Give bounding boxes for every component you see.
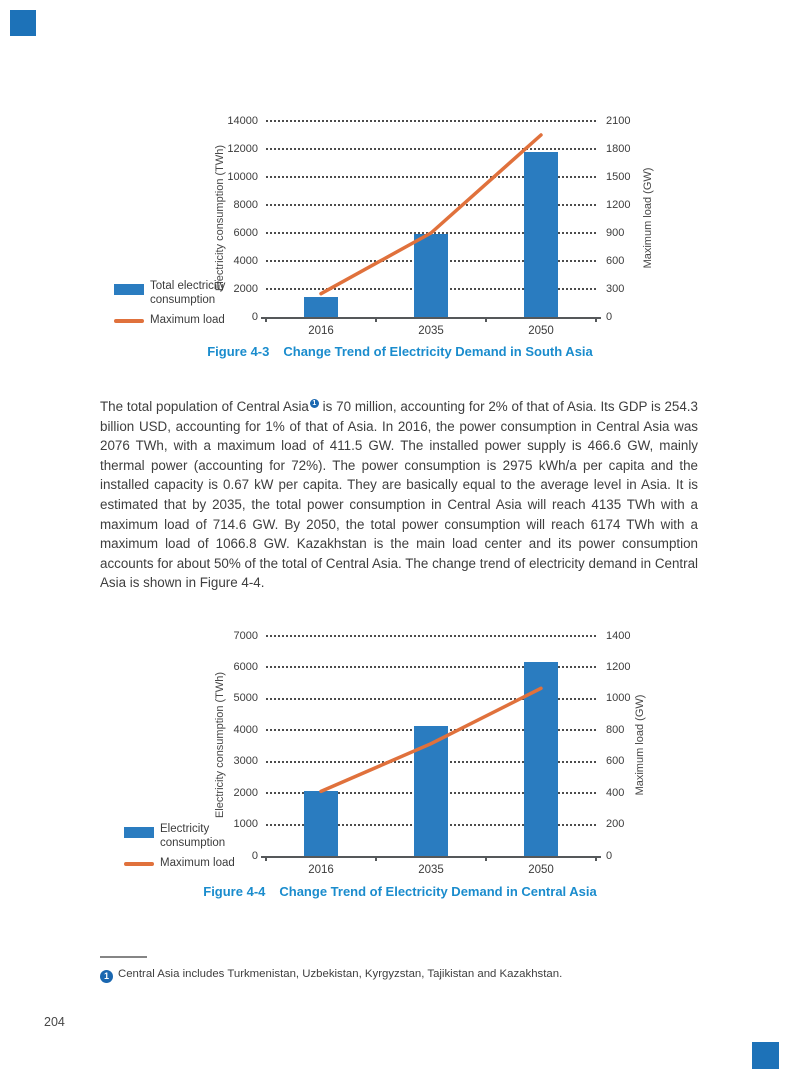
- left-axis-tick-label: 7000: [233, 629, 258, 642]
- gridline: [266, 666, 596, 669]
- left-axis-tick-label: 0: [251, 310, 258, 323]
- paragraph-text: The total population of Central Asia: [100, 399, 309, 414]
- legend-line-swatch-icon: [114, 319, 144, 323]
- x-axis-tick: [375, 856, 377, 861]
- right-axis-title: Maximum load (GW): [642, 167, 654, 269]
- footnote-divider: [100, 956, 147, 958]
- trend-line: [319, 686, 543, 794]
- left-axis-tick-label: 4000: [233, 254, 258, 267]
- right-axis-tick-label: 400: [606, 786, 625, 799]
- legend-bar-swatch-icon: [114, 284, 144, 295]
- right-axis-tick-label: 2100: [606, 114, 631, 127]
- legend-label: Electricity consumption: [160, 823, 226, 849]
- left-axis-title: Electricity consumption (TWh): [214, 671, 226, 819]
- x-axis-line: [261, 856, 601, 858]
- paragraph-text: is 70 million, accounting for 2% of that…: [100, 399, 698, 591]
- x-axis-tick: [265, 856, 267, 861]
- left-axis-tick-label: 0: [251, 849, 258, 862]
- right-axis-title: Maximum load (GW): [634, 694, 646, 796]
- gridline: [266, 635, 596, 637]
- right-axis-tick-label: 1200: [606, 660, 631, 673]
- x-axis-tick: [595, 317, 597, 322]
- right-axis-tick-label: 900: [606, 226, 625, 239]
- x-axis-label-2050: 2050: [528, 325, 554, 337]
- figure-title: Change Trend of Electricity Demand in So…: [283, 344, 593, 359]
- gridline: [266, 120, 596, 122]
- legend-entry: Maximum load: [114, 314, 225, 328]
- corner-tab-icon: [10, 10, 36, 36]
- footnote-marker-icon: 1: [100, 970, 113, 983]
- legend-label: Maximum load: [160, 857, 235, 869]
- left-axis-tick-label: 14000: [227, 114, 258, 127]
- x-axis-tick: [485, 856, 487, 861]
- figure-label: Figure 4-4: [203, 884, 266, 899]
- left-axis-tick-label: 6000: [233, 660, 258, 673]
- chart-legend: Total electricity consumption Maximum load: [114, 280, 225, 335]
- right-axis-tick-label: 600: [606, 755, 625, 768]
- x-axis-tick: [375, 317, 377, 322]
- gridline: [266, 697, 596, 700]
- footnote-ref-icon: 1: [309, 399, 319, 408]
- left-axis-tick-label: 2000: [233, 282, 258, 295]
- gridline: [266, 148, 596, 150]
- trend-line: [319, 133, 543, 296]
- footnote: 1 Central Asia includes Turkmenistan, Uzb…: [100, 968, 710, 983]
- left-axis-tick-label: 4000: [233, 723, 258, 736]
- right-axis-tick-label: 1200: [606, 198, 631, 211]
- bar-2035: [414, 233, 448, 317]
- left-axis-tick-label: 3000: [233, 755, 258, 768]
- x-axis-tick: [485, 317, 487, 322]
- right-axis-tick-label: 0: [606, 849, 613, 862]
- bar-2016: [304, 297, 338, 317]
- caption-figure-4-3: Figure 4-3 Change Trend of Electricity De…: [100, 344, 700, 359]
- right-axis-tick-label: 300: [606, 282, 625, 295]
- right-axis-tick-label: 600: [606, 254, 625, 267]
- caption-figure-4-4: Figure 4-4 Change Trend of Electricity De…: [100, 884, 700, 899]
- figure-title: Change Trend of Electricity Demand in Ce…: [279, 884, 597, 899]
- right-axis-tick-label: 0: [606, 310, 613, 323]
- x-axis-label-2016: 2016: [308, 864, 334, 876]
- chart-figure-4-3: 14000 2100 12000 1800 10000 1500 8000 1200 6000 9…: [100, 113, 700, 345]
- footnote-text: Central Asia includes Turkmenistan, Uzbe…: [118, 968, 563, 980]
- left-axis-tick-label: 5000: [233, 692, 258, 705]
- legend-label: Maximum load: [150, 314, 225, 326]
- x-axis-tick: [595, 856, 597, 861]
- x-axis-label-2050: 2050: [528, 864, 554, 876]
- right-axis-tick-label: 200: [606, 818, 625, 831]
- page-number: 204: [44, 1015, 65, 1029]
- legend-line-swatch-icon: [124, 862, 154, 866]
- right-axis-tick-label: 1400: [606, 629, 631, 642]
- left-axis-tick-label: 12000: [227, 142, 258, 155]
- figure-label: Figure 4-3: [207, 344, 270, 359]
- legend-bar-swatch-icon: [124, 827, 154, 838]
- bar-2050: [524, 151, 558, 317]
- left-axis-tick-label: 1000: [233, 818, 258, 831]
- gridline: [266, 204, 596, 206]
- x-axis-label-2016: 2016: [308, 325, 334, 337]
- legend-label: Total electricity consumption: [150, 280, 226, 306]
- left-axis-tick-label: 10000: [227, 170, 258, 183]
- chart-figure-4-4: 7000 1400 6000 1200 5000 1000 4000 800 3000 600 20…: [100, 628, 700, 876]
- x-axis-tick: [265, 317, 267, 322]
- legend-entry: Total electricity consumption: [114, 280, 225, 307]
- body-paragraph: The total population of Central Asia 1 is…: [100, 397, 698, 593]
- left-axis-tick-label: 2000: [233, 786, 258, 799]
- legend-entry: Maximum load: [124, 857, 235, 871]
- x-axis-line: [261, 317, 601, 319]
- right-axis-tick-label: 800: [606, 723, 625, 736]
- gridline: [266, 176, 596, 178]
- right-axis-tick-label: 1500: [606, 170, 631, 183]
- chart-legend: Electricity consumption Maximum load: [124, 823, 235, 878]
- left-axis-tick-label: 8000: [233, 198, 258, 211]
- x-axis-label-2035: 2035: [418, 864, 444, 876]
- left-axis-tick-label: 6000: [233, 226, 258, 239]
- right-axis-tick-label: 1000: [606, 692, 631, 705]
- corner-tab-icon: [752, 1042, 779, 1069]
- x-axis-label-2035: 2035: [418, 325, 444, 337]
- bar-2016: [304, 790, 338, 856]
- legend-entry: Electricity consumption: [124, 823, 235, 850]
- right-axis-tick-label: 1800: [606, 142, 631, 155]
